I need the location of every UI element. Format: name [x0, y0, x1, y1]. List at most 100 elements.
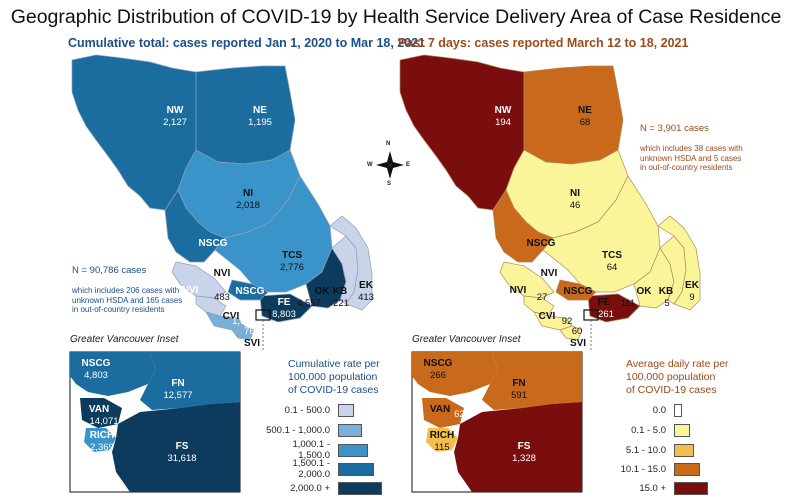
- compass-w: W: [367, 162, 373, 168]
- left-label-ok-value: 4,557: [297, 298, 321, 309]
- right-inset-fs: [454, 402, 582, 492]
- left-label-ni: NI 2,018: [236, 188, 260, 211]
- right-legend-swatch: [674, 403, 682, 417]
- right-subtitle: Past 7 days: cases reported March 12 to …: [398, 36, 689, 50]
- right-label-nvi: NVI: [540, 268, 558, 279]
- right-inset-nscg: [412, 352, 498, 396]
- right-label-svi-value: 60: [571, 326, 583, 337]
- right-legend-row: 0.1 - 5.0: [596, 423, 690, 437]
- left-label-nscg2: NSCG: [235, 286, 265, 297]
- left-region-ek: [329, 215, 373, 311]
- left-label-tcs: TCS 2,776: [280, 250, 304, 273]
- left-inset: [69, 351, 241, 493]
- right-label-cvi: CVI: [538, 311, 556, 322]
- right-label-fe-value: 261: [598, 309, 614, 320]
- right-label-svi: SVI: [569, 338, 587, 349]
- left-inset-fs: [112, 402, 240, 492]
- right-label-ok-value: 111: [620, 298, 636, 309]
- left-inset-label-rich: RICH 2,369: [89, 430, 115, 453]
- left-label-kb: KB: [332, 286, 348, 297]
- left-legend-row: 500.1 - 1,000.0: [260, 423, 362, 437]
- right-inset-van: [422, 398, 464, 428]
- right-legend-title: Average daily rate per 100,000 population…: [626, 358, 729, 396]
- right-label-nscg2: NSCG: [563, 286, 593, 297]
- right-label-nvi-value: 27: [536, 292, 548, 303]
- right-legend-swatch: [674, 481, 708, 495]
- left-legend-swatch: [338, 423, 362, 437]
- right-label-nvi2: NVI: [509, 285, 527, 296]
- right-label-ni: NI 46: [569, 188, 581, 211]
- right-inset: [411, 351, 583, 493]
- left-map: [71, 54, 373, 341]
- left-legend-swatch: [338, 403, 354, 417]
- right-label-kb-value: 5: [664, 298, 670, 309]
- right-region-nw: [399, 54, 525, 211]
- left-inset-title: Greater Vancouver Inset: [70, 334, 179, 345]
- right-label-kb: KB: [658, 286, 674, 297]
- right-note: which includes 38 cases with unknown HSDA…: [640, 144, 743, 172]
- left-inset-rich: [84, 428, 116, 452]
- left-label-nscg: NSCG: [198, 238, 228, 249]
- left-label-nvi-value: 483: [214, 292, 230, 303]
- left-label-svi: SVI: [243, 338, 261, 349]
- figure-title: Geographic Distribution of COVID-19 by H…: [10, 6, 782, 28]
- right-region-ek: [657, 215, 701, 311]
- right-region-ne: [523, 65, 624, 165]
- compass-n: N: [386, 141, 391, 147]
- left-inset-nscg: [70, 352, 156, 396]
- left-legend-swatch: [338, 443, 368, 457]
- right-inset-label-van: VAN: [429, 404, 451, 415]
- right-label-ok: OK: [636, 286, 652, 297]
- right-map: [399, 54, 701, 341]
- right-inset-label-fs: FS 1,328: [512, 441, 536, 464]
- left-inset-label-van-value: 14,071: [89, 416, 119, 427]
- left-label-nvi2: NVI: [181, 285, 199, 296]
- right-legend-swatch: [674, 443, 694, 457]
- left-legend-title: Cumulative rate per 100,000 population of …: [288, 358, 380, 396]
- right-legend-row: 15.0 +: [596, 481, 708, 495]
- left-legend-row: 0.1 - 500.0: [260, 403, 354, 417]
- left-label-nw: NW 2,127: [163, 105, 187, 128]
- right-region-svi: [559, 325, 583, 341]
- right-label-ek: EK 9: [685, 280, 699, 303]
- left-region-svi: [231, 325, 255, 341]
- left-inset-label-fn: FN 12,577: [163, 378, 193, 401]
- left-region-nw: [71, 54, 197, 211]
- right-inset-label-van-value: 623: [454, 409, 470, 420]
- compass-s: S: [387, 181, 392, 187]
- left-region-fe: [259, 293, 313, 323]
- right-label-cvi-value: 92: [561, 316, 573, 327]
- right-legend-swatch: [674, 423, 690, 437]
- left-label-nvi: NVI: [213, 268, 231, 279]
- left-label-ek: EK 413: [358, 280, 374, 303]
- right-inset-title: Greater Vancouver Inset: [412, 334, 521, 345]
- left-note: which includes 206 cases with unknown HSD…: [72, 286, 183, 314]
- left-region-ne: [195, 65, 296, 165]
- right-label-nscg: NSCG: [526, 238, 556, 249]
- right-inset-rich: [426, 428, 458, 452]
- left-label-fe: FE 8,803: [272, 297, 296, 320]
- right-legend-row: 10.1 - 15.0: [596, 462, 700, 476]
- left-inset-label-van: VAN: [88, 404, 110, 415]
- left-legend-swatch: [338, 481, 382, 495]
- left-label-kb-value: 221: [333, 298, 349, 309]
- left-label-ne: NE 1,195: [248, 105, 272, 128]
- left-inset-van: [80, 398, 122, 428]
- left-legend-row: 1,000.1 - 1,500.0: [260, 439, 368, 461]
- left-region-nscg2: [227, 279, 269, 301]
- left-n-cases: N = 90,786 cases: [72, 265, 147, 276]
- right-inset-label-fn: FN 591: [511, 378, 527, 401]
- right-n-cases: N = 3,901 cases: [640, 123, 709, 134]
- right-legend-row: 0.0: [596, 403, 682, 417]
- right-label-nw: NW 194: [494, 105, 512, 128]
- right-legend-row: 5.1 - 10.0: [596, 443, 694, 457]
- left-label-svi-value: 768: [244, 326, 260, 337]
- right-label-tcs: TCS 64: [602, 250, 622, 273]
- left-label-cvi: CVI: [222, 311, 240, 322]
- left-subtitle: Cumulative total: cases reported Jan 1, …: [68, 36, 426, 50]
- right-inset-fn: [482, 352, 582, 410]
- left-label-ok: OK: [314, 286, 330, 297]
- right-legend-swatch: [674, 462, 700, 476]
- right-region-fe: [587, 293, 641, 323]
- left-inset-label-fs: FS 31,618: [167, 441, 197, 464]
